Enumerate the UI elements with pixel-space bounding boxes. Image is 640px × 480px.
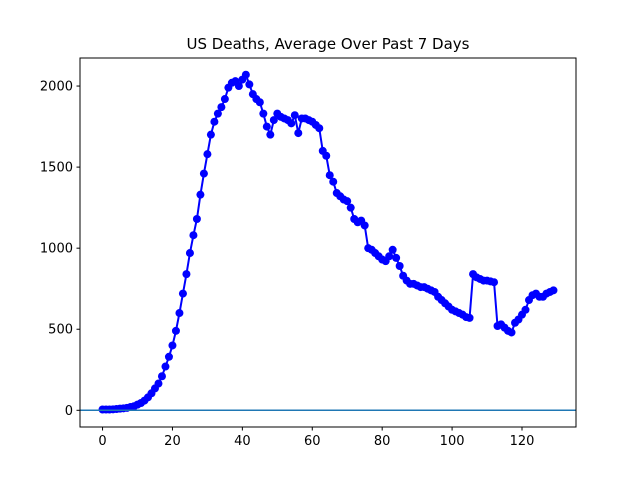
marker [203, 150, 212, 159]
marker [269, 116, 278, 125]
marker [255, 98, 264, 107]
marker [206, 130, 215, 139]
marker [175, 309, 184, 318]
chart-title: US Deaths, Average Over Past 7 Days [187, 35, 470, 53]
marker [322, 151, 331, 160]
x-tick-label: 80 [374, 434, 391, 449]
marker [185, 249, 194, 258]
marker [507, 328, 516, 337]
marker [360, 221, 369, 230]
marker [315, 124, 324, 133]
marker [157, 372, 166, 381]
x-tick-label: 120 [510, 434, 535, 449]
marker [168, 341, 177, 350]
marker [346, 203, 355, 212]
x-tick-label: 60 [304, 434, 321, 449]
marker [234, 82, 243, 91]
marker [385, 252, 394, 261]
marker [210, 117, 219, 126]
marker [262, 122, 271, 131]
marker [388, 245, 397, 254]
marker [241, 70, 250, 79]
marker [329, 177, 338, 186]
marker [182, 270, 191, 279]
marker [343, 197, 352, 206]
marker [245, 80, 254, 89]
y-tick-label: 2000 [40, 80, 73, 95]
y-tick-label: 500 [48, 323, 73, 338]
marker [192, 214, 201, 223]
marker [213, 109, 222, 118]
marker [171, 326, 180, 335]
marker [196, 190, 205, 199]
marker [287, 119, 296, 128]
y-tick-label: 1500 [40, 161, 73, 176]
marker [465, 313, 474, 322]
marker [189, 231, 198, 240]
marker [161, 362, 170, 371]
marker [392, 253, 401, 262]
marker [217, 103, 226, 112]
marker [164, 352, 173, 361]
marker [325, 171, 334, 180]
marker [220, 95, 229, 104]
marker [549, 286, 558, 295]
x-tick-label: 40 [234, 434, 251, 449]
marker [178, 289, 187, 298]
axes-frame [79, 57, 577, 428]
marker [521, 305, 530, 314]
marker [395, 262, 404, 271]
x-tick-label: 0 [98, 434, 106, 449]
marker [199, 169, 208, 178]
marker [490, 278, 499, 287]
y-tick-label: 0 [65, 404, 73, 419]
x-tick-label: 100 [440, 434, 465, 449]
y-tick-label: 1000 [40, 242, 73, 257]
marker [154, 379, 163, 388]
marker [290, 111, 299, 120]
marker [259, 109, 268, 118]
marker [294, 129, 303, 138]
marker [266, 130, 275, 139]
x-tick-label: 20 [164, 434, 181, 449]
